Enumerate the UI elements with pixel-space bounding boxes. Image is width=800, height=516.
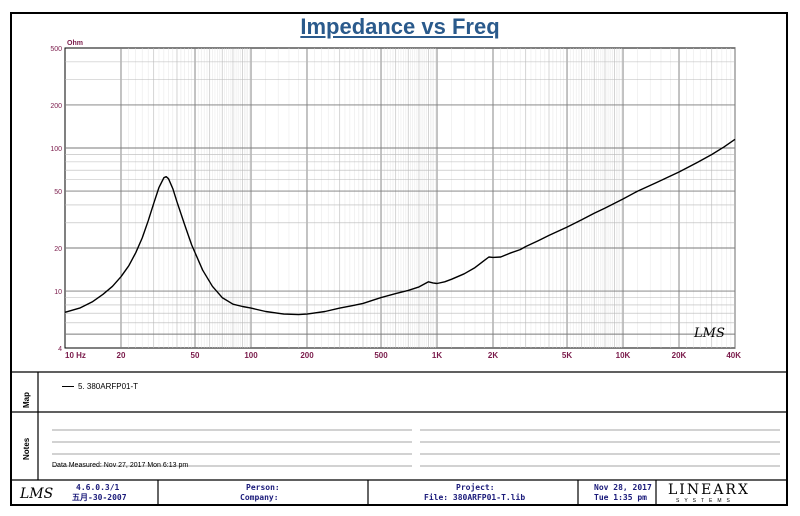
y-tick-label: 50 (54, 189, 62, 196)
legend-swatch (62, 386, 74, 388)
legend-entry: 5. 380ARFP01-T (62, 382, 138, 391)
x-tick-label: 200 (300, 351, 314, 360)
x-tick-label: 100 (244, 351, 258, 360)
footer-date: Nov 28, 2017 (594, 483, 652, 492)
lms-watermark: LMS (694, 326, 725, 341)
y-tick-labels: 500 200 100 50 20 10 4 Ohm (50, 40, 83, 353)
legend-entry-label: 5. 380ARFP01-T (78, 382, 139, 391)
x-tick-label: 2K (488, 351, 498, 360)
map-section-label: Map (22, 392, 31, 408)
x-tick-label: 40K (726, 351, 741, 360)
linearx-logo: LINEARX (668, 482, 750, 498)
data-measured-text: Data Measured: Nov 27, 2017 Mon 6:13 pm (52, 462, 189, 469)
x-tick-label: 10K (616, 351, 631, 360)
chart-series (64, 138, 736, 316)
y-tick-label: 4 (58, 346, 62, 353)
footer-project-label: Project: (456, 483, 495, 492)
plot-area (64, 47, 736, 349)
notes-section-label: Notes (22, 437, 31, 460)
footer-version-date: 五月-30-2007 (72, 493, 127, 502)
x-tick-label: 20 (117, 351, 126, 360)
chart-title: Impedance vs Freq (300, 14, 500, 39)
layout-lines (12, 371, 788, 506)
footer-version: 4.6.0.3/1 (76, 483, 120, 492)
y-tick-label: 100 (50, 146, 62, 153)
x-tick-label: 5K (562, 351, 572, 360)
footer-company-label: Company: (240, 493, 279, 502)
y-tick-label: 200 (50, 103, 62, 110)
y-tick-label: 10 (54, 289, 62, 296)
x-tick-label: 50 (191, 351, 200, 360)
y-tick-label: 20 (54, 246, 62, 253)
y-axis-label: Ohm (67, 40, 83, 47)
series-line-impedance (64, 138, 736, 316)
footer-file-label: File: 380ARFP01-T.lib (424, 493, 526, 502)
x-tick-label: 1K (432, 351, 442, 360)
linearx-logo-sub: SYSTEMS (676, 498, 735, 504)
lms-logo: LMS (20, 486, 54, 502)
footer-time: Tue 1:35 pm (594, 493, 647, 502)
x-tick-label: 500 (374, 351, 388, 360)
x-tick-label: 20K (672, 351, 687, 360)
x-tick-label: 10 Hz (65, 351, 86, 360)
x-tick-labels: 10 Hz 20 50 100 200 500 1K 2K 5K 10K 20K 40K (65, 351, 741, 360)
y-tick-label: 500 (50, 46, 62, 53)
footer-person-label: Person: (246, 483, 280, 492)
chart-grid (64, 47, 736, 349)
